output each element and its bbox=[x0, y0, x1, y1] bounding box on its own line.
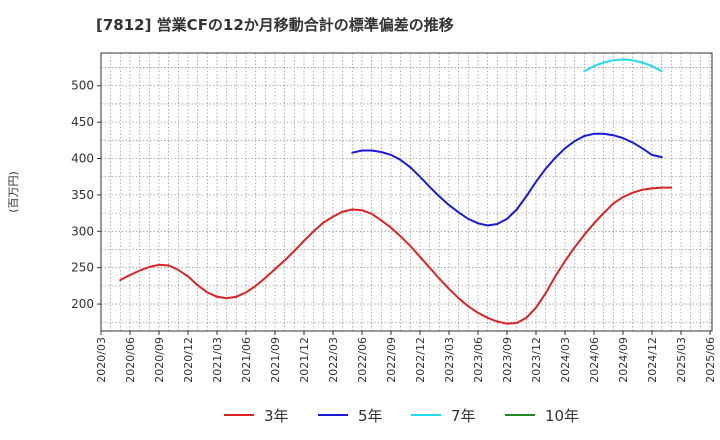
legend-label-3y: 3年 bbox=[264, 406, 289, 425]
legend-swatch-5y bbox=[318, 414, 348, 416]
y-tick-label: 350 bbox=[71, 188, 94, 202]
legend-swatch-10y bbox=[505, 414, 535, 416]
legend-label-7y: 7年 bbox=[451, 406, 476, 425]
x-tick-label: 2020/03 bbox=[95, 337, 108, 383]
legend-item-7y: 7年 bbox=[411, 403, 476, 427]
x-tick-label: 2024/06 bbox=[588, 337, 601, 383]
y-tick-label: 500 bbox=[71, 79, 94, 93]
x-tick-label: 2024/12 bbox=[646, 337, 659, 383]
x-tick-label: 2020/09 bbox=[153, 337, 166, 383]
y-axis-label: (百万円) bbox=[7, 171, 20, 213]
x-tick-label: 2022/03 bbox=[327, 337, 340, 383]
chart-title: [7812] 営業CFの12か月移動合計の標準偏差の推移 bbox=[96, 16, 454, 34]
series-line-0 bbox=[119, 186, 673, 325]
x-tick-label: 2022/09 bbox=[385, 337, 398, 383]
plot-area bbox=[101, 53, 712, 331]
legend-label-5y: 5年 bbox=[358, 406, 383, 425]
y-tick-label: 200 bbox=[71, 297, 94, 311]
legend-swatch-7y bbox=[411, 414, 441, 416]
x-tick-label: 2024/09 bbox=[617, 337, 630, 383]
series-line-1 bbox=[351, 132, 663, 227]
x-tick-label: 2021/09 bbox=[269, 337, 282, 383]
x-tick-label: 2023/03 bbox=[443, 337, 456, 383]
y-tick-label: 250 bbox=[71, 261, 94, 275]
x-tick-label: 2021/12 bbox=[298, 337, 311, 383]
x-tick-label: 2023/12 bbox=[530, 337, 543, 383]
y-tick-label: 300 bbox=[71, 224, 94, 238]
legend-label-10y: 10年 bbox=[545, 406, 580, 425]
chart-legend: 3年 5年 7年 10年 bbox=[0, 403, 720, 427]
x-tick-label: 2025/03 bbox=[675, 337, 688, 383]
plot-frame bbox=[100, 52, 713, 332]
x-tick-label: 2020/12 bbox=[182, 337, 195, 383]
x-tick-label: 2023/06 bbox=[472, 337, 485, 383]
legend-item-5y: 5年 bbox=[318, 403, 383, 427]
legend-swatch-3y bbox=[224, 414, 254, 416]
x-tick-label: 2022/06 bbox=[356, 337, 369, 383]
y-tick-label: 450 bbox=[71, 115, 94, 129]
x-tick-label: 2021/03 bbox=[211, 337, 224, 383]
x-tick-label: 2022/12 bbox=[414, 337, 427, 383]
x-tick-label: 2023/09 bbox=[501, 337, 514, 383]
x-tick-label: 2024/03 bbox=[559, 337, 572, 383]
legend-item-10y: 10年 bbox=[505, 403, 579, 427]
y-tick-label: 400 bbox=[71, 152, 94, 166]
legend-item-3y: 3年 bbox=[224, 403, 289, 427]
x-tick-label: 2020/06 bbox=[124, 337, 137, 383]
series-line-2 bbox=[583, 58, 663, 73]
x-tick-label: 2021/06 bbox=[240, 337, 253, 383]
x-tick-label: 2025/06 bbox=[704, 337, 717, 383]
